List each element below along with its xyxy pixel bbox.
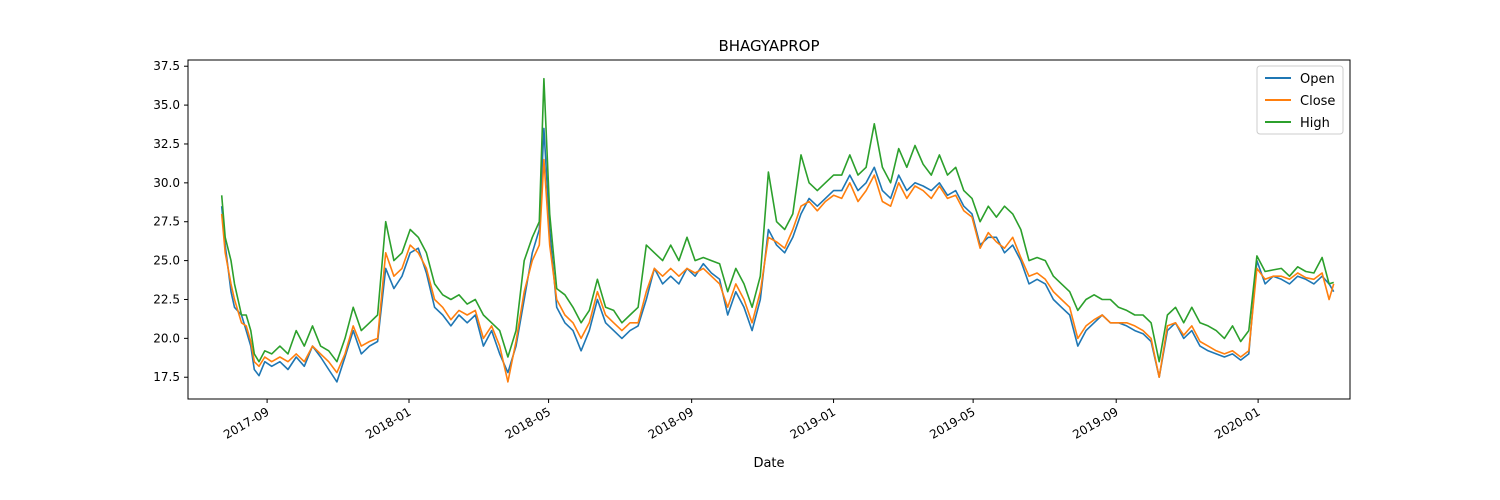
series-line-close bbox=[220, 158, 1335, 383]
y-tick-label: 30.0 bbox=[153, 176, 180, 190]
legend-box bbox=[1256, 65, 1344, 135]
y-tick-label: 27.5 bbox=[153, 215, 180, 229]
y-tick-label: 25.0 bbox=[153, 254, 180, 268]
series-line-open bbox=[220, 127, 1335, 383]
plot-area bbox=[187, 59, 1351, 400]
y-tick-label: 17.5 bbox=[153, 370, 180, 384]
x-axis-label: Date bbox=[753, 456, 784, 471]
legend: Open Close High bbox=[1256, 65, 1344, 135]
series-layer bbox=[220, 77, 1335, 383]
y-tick-label: 22.5 bbox=[153, 292, 180, 306]
y-tick-label: 35.0 bbox=[153, 98, 180, 112]
y-tick-label: 37.5 bbox=[153, 59, 180, 73]
chart-title: BHAGYAPROP bbox=[718, 37, 819, 55]
axes-frame bbox=[187, 59, 1351, 400]
legend-label-close: Close bbox=[1300, 94, 1335, 109]
legend-label-high: High bbox=[1300, 116, 1330, 131]
series-line-high bbox=[220, 77, 1334, 363]
legend-label-open: Open bbox=[1300, 72, 1335, 87]
y-tick-label: 20.0 bbox=[153, 331, 180, 345]
y-tick-label: 32.5 bbox=[153, 137, 180, 151]
y-axis: 17.5 20.0 22.5 25.0 27.5 30.0 32.5 35.0 37.5 bbox=[153, 59, 188, 384]
